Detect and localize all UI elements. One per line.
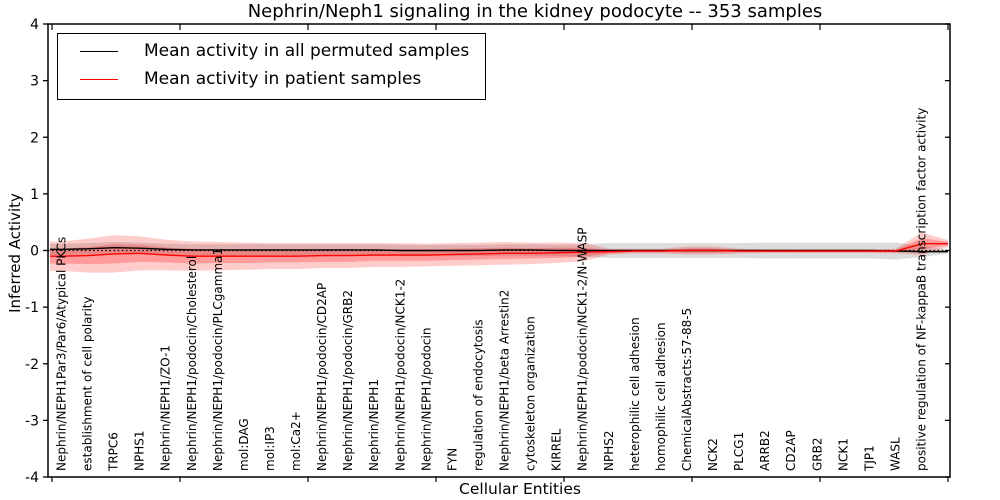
x-category-label: TJP1 bbox=[862, 445, 876, 472]
x-category-label: TRPC6 bbox=[107, 432, 121, 472]
x-category-label: WASL bbox=[888, 437, 902, 471]
patient-line-swatch bbox=[80, 79, 118, 80]
x-category-label: NCK2 bbox=[706, 438, 720, 471]
y-axis-title: Inferred Activity bbox=[6, 193, 24, 313]
x-category-label: regulation of endocytosis bbox=[471, 319, 485, 471]
chart-title: Nephrin/Neph1 signaling in the kidney po… bbox=[247, 1, 823, 22]
legend-label-permuted: Mean activity in all permuted samples bbox=[144, 41, 470, 61]
x-category-label: Nephrin/NEPH1/podocin bbox=[419, 328, 433, 471]
x-category-label: Nephrin/NEPH1Par3/Par6/Atypical PKCs bbox=[55, 237, 69, 471]
y-tick-label: -3 bbox=[25, 413, 39, 429]
x-category-label: NPHS1 bbox=[133, 431, 147, 472]
x-category-label: KIRREL bbox=[550, 428, 564, 471]
x-category-label: mol:Ca2+ bbox=[289, 411, 303, 471]
x-category-label: Nephrin/NEPH1 bbox=[367, 379, 381, 471]
x-category-label: Nephrin/NEPH1/podocin/CD2AP bbox=[315, 283, 329, 471]
legend-entry-patient: Mean activity in patient samples bbox=[74, 69, 469, 90]
y-tick-label: -2 bbox=[25, 357, 39, 373]
x-category-label: Nephrin/NEPH1/podocin/PLCgamma1 bbox=[211, 248, 225, 471]
x-category-label: heterophilic cell adhesion bbox=[628, 317, 642, 471]
x-category-label: Nephrin/NEPH1/podocin/NCK1-2 bbox=[393, 279, 407, 471]
x-category-label: ChemicalAbstracts:57-88-5 bbox=[680, 308, 694, 471]
permuted-line-swatch bbox=[80, 51, 118, 52]
x-category-label: ARRB2 bbox=[758, 430, 772, 471]
x-category-label: Nephrin/NEPH1/podocin/GRB2 bbox=[341, 290, 355, 471]
x-category-label: PLCG1 bbox=[732, 432, 746, 471]
y-tick-label: 3 bbox=[30, 74, 39, 90]
x-category-label: homophilic cell adhesion bbox=[654, 322, 668, 471]
x-category-label: Nephrin/NEPH1/podocin/Cholesterol bbox=[185, 256, 199, 471]
x-category-label: cytoskeleton organization bbox=[524, 316, 538, 471]
x-category-label: Nephrin/NEPH1/beta Arrestin2 bbox=[498, 290, 512, 471]
x-category-label: mol:IP3 bbox=[263, 426, 277, 471]
y-tick-label: -4 bbox=[25, 470, 39, 486]
legend: Mean activity in all permuted samples Me… bbox=[57, 33, 487, 100]
patient-std-outer-band bbox=[50, 232, 948, 273]
x-category-label: FYN bbox=[445, 448, 459, 471]
y-tick-label: -1 bbox=[25, 300, 39, 316]
x-category-label: NPHS2 bbox=[602, 431, 616, 472]
legend-entry-permuted: Mean activity in all permuted samples bbox=[74, 41, 469, 62]
x-category-label: mol:DAG bbox=[237, 418, 251, 471]
y-tick-label: 1 bbox=[30, 187, 39, 203]
y-tick-label: 2 bbox=[30, 130, 39, 146]
y-tick-label: 0 bbox=[30, 244, 39, 260]
x-category-label: establishment of cell polarity bbox=[81, 296, 95, 471]
x-category-label: Nephrin/NEPH1/ZO-1 bbox=[159, 345, 173, 471]
legend-label-patient: Mean activity in patient samples bbox=[144, 69, 422, 89]
x-category-label: CD2AP bbox=[784, 430, 798, 471]
x-category-label: Nephrin/NEPH1/podocin/NCK1-2/N-WASP bbox=[576, 228, 590, 471]
patient-mean-line bbox=[50, 243, 948, 257]
y-tick-label: 4 bbox=[30, 17, 39, 33]
x-category-label: NCK1 bbox=[836, 438, 850, 471]
x-axis-title: Cellular Entities bbox=[459, 480, 581, 498]
x-category-label: GRB2 bbox=[810, 437, 824, 471]
x-category-label: positive regulation of NF-kappaB transcr… bbox=[915, 108, 929, 471]
